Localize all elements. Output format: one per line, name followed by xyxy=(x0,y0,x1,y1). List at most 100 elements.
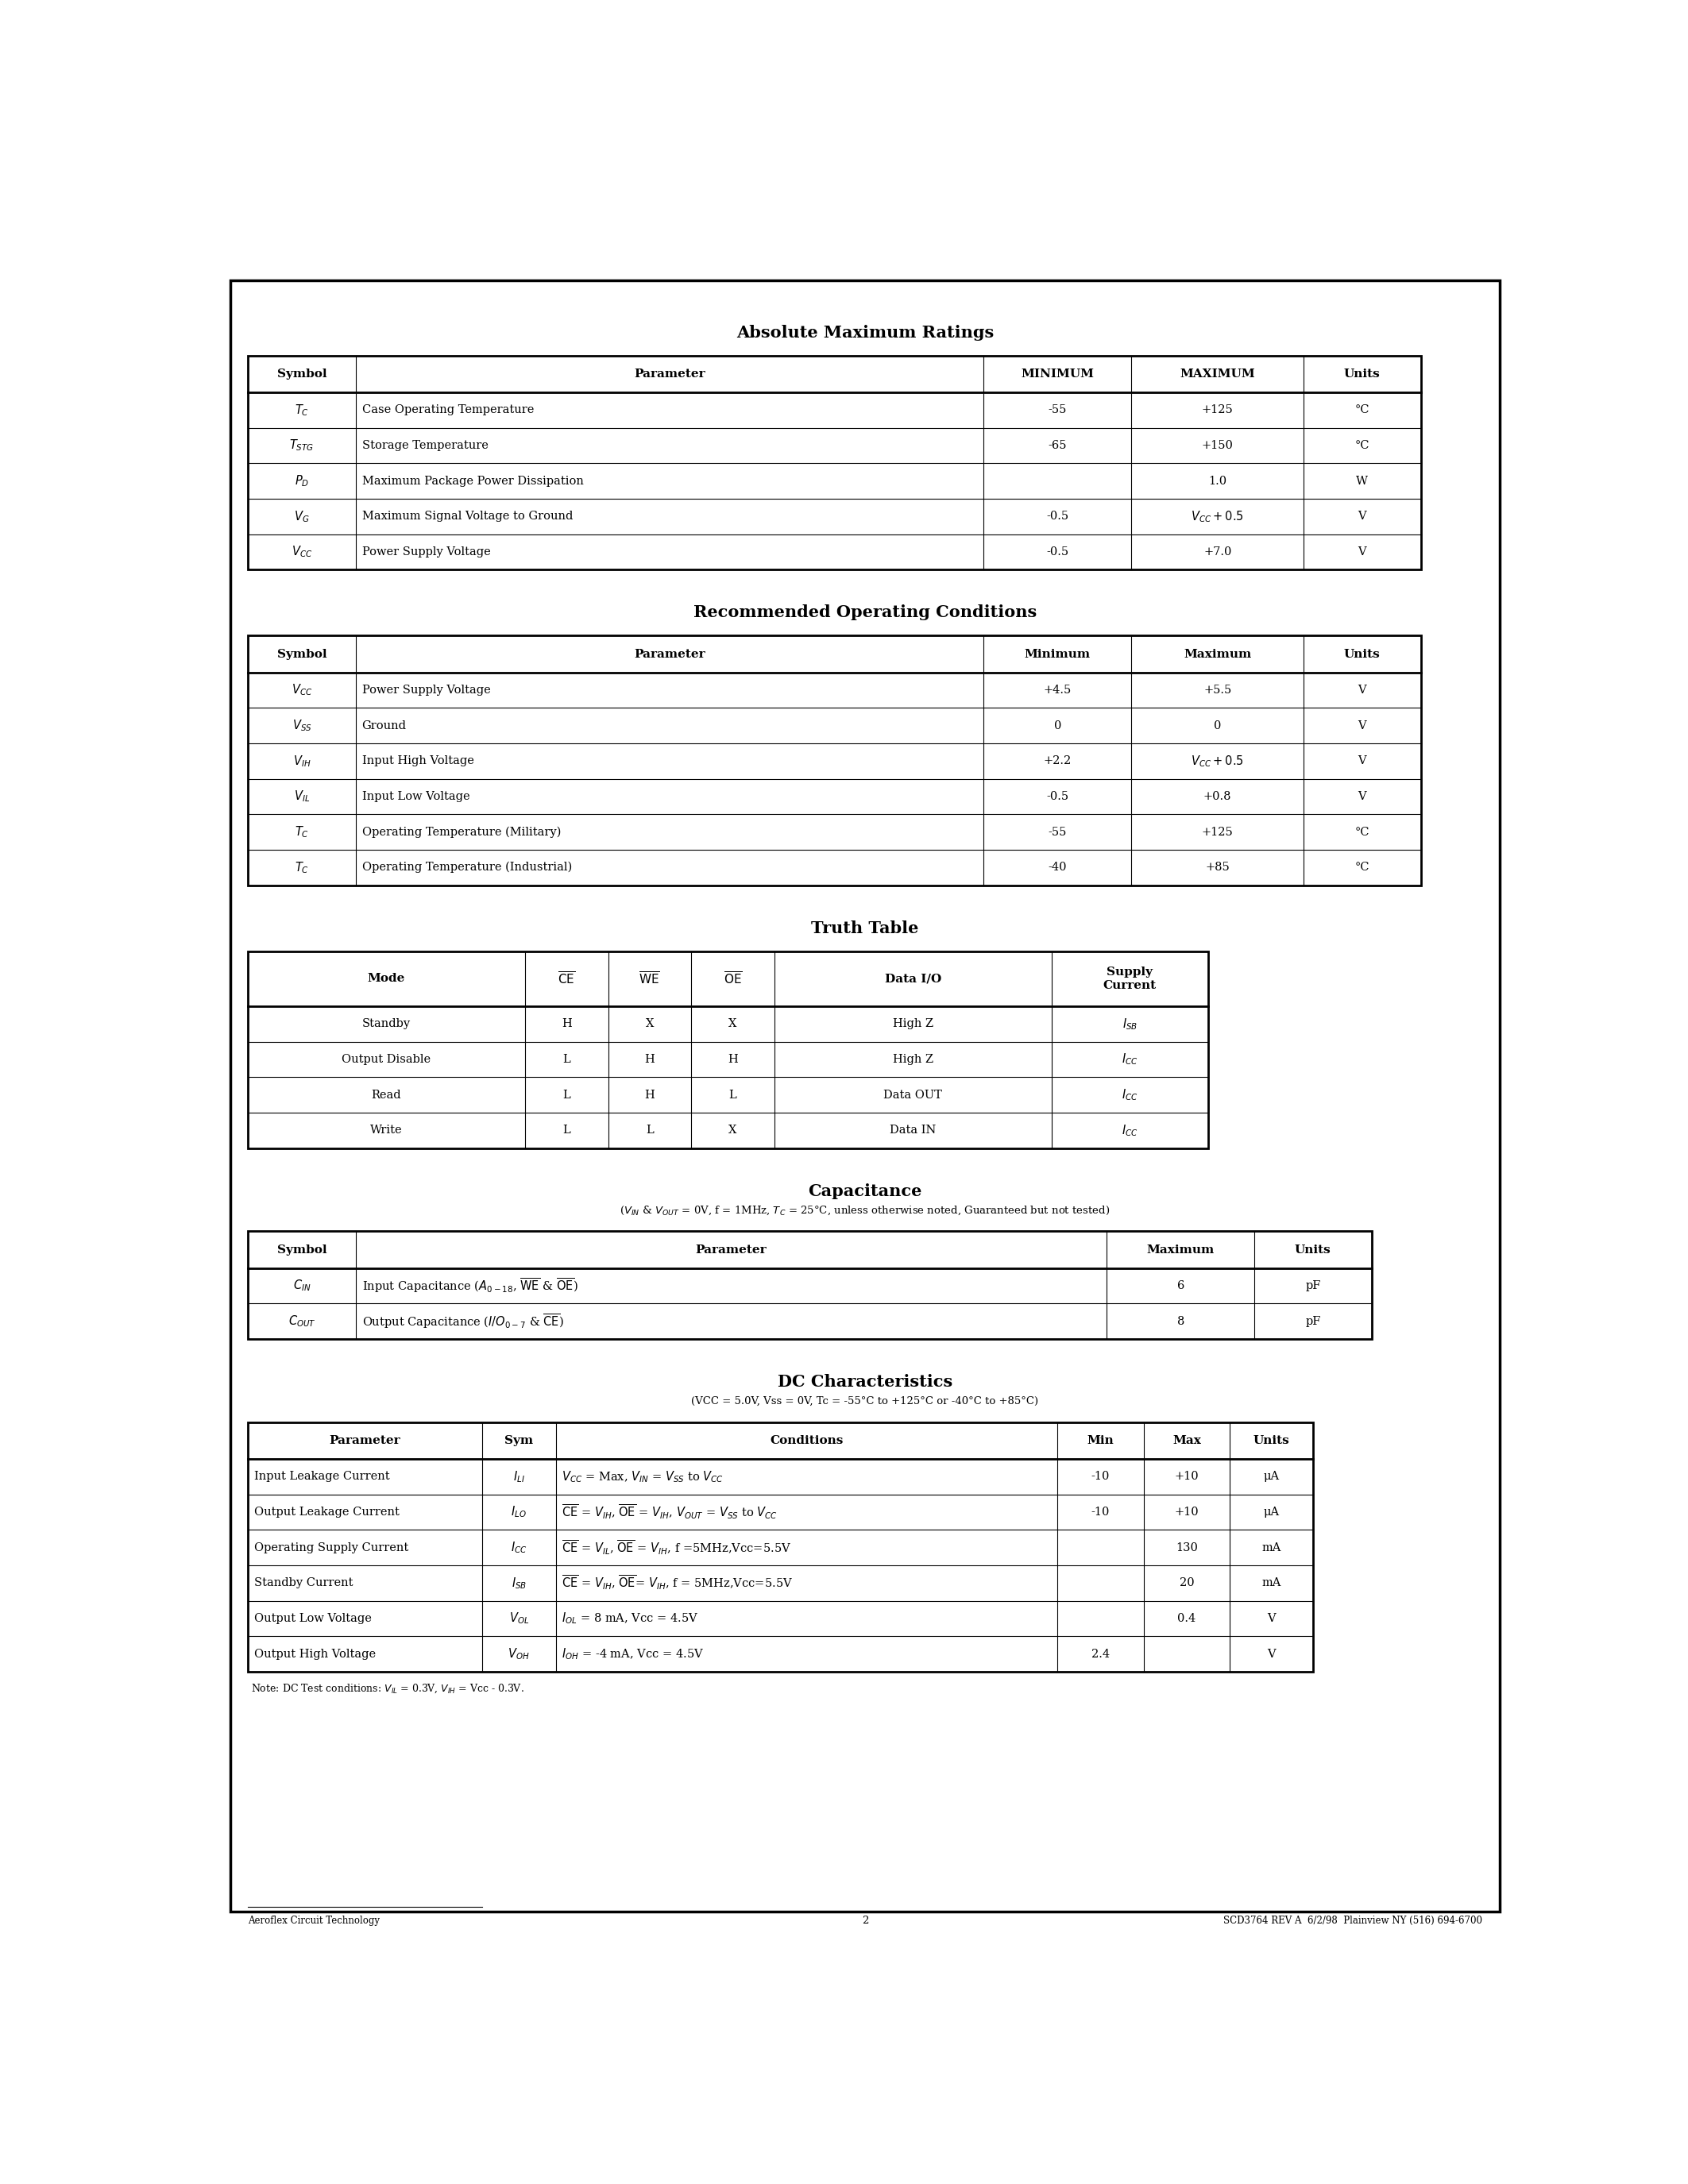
Text: 8: 8 xyxy=(1177,1315,1185,1328)
Text: X: X xyxy=(729,1125,738,1136)
Text: pF: pF xyxy=(1305,1315,1320,1328)
Text: $V_{IH}$: $V_{IH}$ xyxy=(294,753,311,769)
Text: 20: 20 xyxy=(1180,1577,1193,1588)
Text: $V_{OL}$: $V_{OL}$ xyxy=(508,1612,528,1625)
Text: High Z: High Z xyxy=(893,1055,933,1066)
Text: Input Low Voltage: Input Low Voltage xyxy=(361,791,469,802)
Text: Ground: Ground xyxy=(361,721,407,732)
Text: $V_{SS}$: $V_{SS}$ xyxy=(292,719,312,734)
Text: H: H xyxy=(645,1055,655,1066)
Text: $V_{IL}$: $V_{IL}$ xyxy=(294,788,311,804)
Text: mA: mA xyxy=(1261,1577,1281,1588)
Text: Input Leakage Current: Input Leakage Current xyxy=(255,1472,390,1483)
Text: L: L xyxy=(562,1090,571,1101)
Text: V: V xyxy=(1357,721,1367,732)
Text: $C_{OUT}$: $C_{OUT}$ xyxy=(289,1315,316,1328)
Text: +7.0: +7.0 xyxy=(1204,546,1232,557)
Text: $\overline{\rm CE}$ = $V_{IH}$, $\overline{\rm OE}$ = $V_{IH}$, $V_{OUT}$ = $V_{: $\overline{\rm CE}$ = $V_{IH}$, $\overli… xyxy=(562,1503,778,1520)
Text: Standby: Standby xyxy=(363,1018,410,1029)
Text: -10: -10 xyxy=(1090,1472,1111,1483)
Text: Parameter: Parameter xyxy=(695,1245,766,1256)
Text: SCD3764 REV A  6/2/98  Plainview NY (516) 694-6700: SCD3764 REV A 6/2/98 Plainview NY (516) … xyxy=(1224,1915,1482,1926)
Text: $\overline{\rm WE}$: $\overline{\rm WE}$ xyxy=(640,972,660,987)
Text: Output Disable: Output Disable xyxy=(343,1055,430,1066)
Text: DC Characteristics: DC Characteristics xyxy=(778,1374,952,1389)
Text: L: L xyxy=(562,1055,571,1066)
Text: ($V_{IN}$ & $V_{OUT}$ = 0V, f = 1MHz, $T_C$ = 25°C, unless otherwise noted, Guar: ($V_{IN}$ & $V_{OUT}$ = 0V, f = 1MHz, $T… xyxy=(619,1203,1111,1216)
Text: 6: 6 xyxy=(1177,1280,1185,1291)
Text: $I_{OH}$ = -4 mA, Vcc = 4.5V: $I_{OH}$ = -4 mA, Vcc = 4.5V xyxy=(562,1647,704,1662)
Text: $I_{CC}$: $I_{CC}$ xyxy=(1121,1088,1138,1103)
Text: -55: -55 xyxy=(1048,404,1067,415)
Text: $T_{STG}$: $T_{STG}$ xyxy=(289,439,314,452)
Text: -10: -10 xyxy=(1090,1507,1111,1518)
Text: -40: -40 xyxy=(1048,863,1067,874)
Text: mA: mA xyxy=(1261,1542,1281,1553)
Text: +0.8: +0.8 xyxy=(1204,791,1232,802)
Text: Minimum: Minimum xyxy=(1025,649,1090,660)
Text: $I_{CC}$: $I_{CC}$ xyxy=(1121,1053,1138,1068)
Text: Max: Max xyxy=(1173,1435,1202,1446)
Text: $\overline{\rm OE}$: $\overline{\rm OE}$ xyxy=(724,972,743,987)
Text: °C: °C xyxy=(1355,863,1369,874)
Text: 2.4: 2.4 xyxy=(1092,1649,1109,1660)
Text: Maximum Package Power Dissipation: Maximum Package Power Dissipation xyxy=(361,476,584,487)
Text: $I_{CC}$: $I_{CC}$ xyxy=(1121,1123,1138,1138)
Text: $T_C$: $T_C$ xyxy=(295,860,309,876)
Text: V: V xyxy=(1357,684,1367,697)
Text: Input Capacitance ($A_{0-18}$, $\overline{\rm WE}$ & $\overline{\rm OE}$): Input Capacitance ($A_{0-18}$, $\overlin… xyxy=(361,1278,577,1295)
Text: Units: Units xyxy=(1295,1245,1332,1256)
Text: $\overline{\rm CE}$ = $V_{IH}$, $\overline{\rm OE}$= $V_{IH}$, f = 5MHz,Vcc=5.5V: $\overline{\rm CE}$ = $V_{IH}$, $\overli… xyxy=(562,1575,793,1592)
Text: Output Leakage Current: Output Leakage Current xyxy=(255,1507,400,1518)
Text: Output Low Voltage: Output Low Voltage xyxy=(255,1612,371,1625)
Text: X: X xyxy=(645,1018,653,1029)
Text: H: H xyxy=(728,1055,738,1066)
Text: Units: Units xyxy=(1252,1435,1290,1446)
Text: V: V xyxy=(1357,546,1367,557)
Text: Maximum: Maximum xyxy=(1183,649,1251,660)
Text: $V_G$: $V_G$ xyxy=(294,509,309,524)
Text: +125: +125 xyxy=(1202,404,1234,415)
Text: Parameter: Parameter xyxy=(329,1435,400,1446)
Text: Storage Temperature: Storage Temperature xyxy=(361,439,488,452)
Text: Recommended Operating Conditions: Recommended Operating Conditions xyxy=(694,605,1036,620)
Text: Truth Table: Truth Table xyxy=(812,919,918,937)
Text: Parameter: Parameter xyxy=(635,369,706,380)
Text: +10: +10 xyxy=(1175,1507,1198,1518)
Text: Symbol: Symbol xyxy=(277,369,327,380)
Text: Mode: Mode xyxy=(368,974,405,985)
Text: Units: Units xyxy=(1344,369,1381,380)
Text: X: X xyxy=(729,1018,738,1029)
Text: μA: μA xyxy=(1263,1472,1280,1483)
Text: $T_C$: $T_C$ xyxy=(295,826,309,839)
Text: Input High Voltage: Input High Voltage xyxy=(361,756,474,767)
Text: $V_{CC}$ = Max, $V_{IN}$ = $V_{SS}$ to $V_{CC}$: $V_{CC}$ = Max, $V_{IN}$ = $V_{SS}$ to $… xyxy=(562,1470,724,1483)
Text: L: L xyxy=(562,1125,571,1136)
Text: pF: pF xyxy=(1305,1280,1320,1291)
Text: -0.5: -0.5 xyxy=(1047,791,1069,802)
Text: $V_{CC}$: $V_{CC}$ xyxy=(292,544,312,559)
Text: Conditions: Conditions xyxy=(770,1435,844,1446)
Text: V: V xyxy=(1357,791,1367,802)
Text: 0: 0 xyxy=(1214,721,1220,732)
Text: $V_{CC}+0.5$: $V_{CC}+0.5$ xyxy=(1192,509,1244,524)
Text: Power Supply Voltage: Power Supply Voltage xyxy=(361,684,490,697)
Text: H: H xyxy=(562,1018,572,1029)
Text: Units: Units xyxy=(1344,649,1381,660)
Text: $T_C$: $T_C$ xyxy=(295,402,309,417)
Text: Maximum Signal Voltage to Ground: Maximum Signal Voltage to Ground xyxy=(361,511,572,522)
Text: $V_{CC}$: $V_{CC}$ xyxy=(292,684,312,697)
Text: Absolute Maximum Ratings: Absolute Maximum Ratings xyxy=(736,325,994,341)
Text: -0.5: -0.5 xyxy=(1047,546,1069,557)
Text: -65: -65 xyxy=(1048,439,1067,452)
Text: -0.5: -0.5 xyxy=(1047,511,1069,522)
Text: +125: +125 xyxy=(1202,826,1234,839)
Text: L: L xyxy=(647,1125,653,1136)
Text: $V_{CC}+0.5$: $V_{CC}+0.5$ xyxy=(1192,753,1244,769)
Text: $I_{CC}$: $I_{CC}$ xyxy=(511,1540,527,1555)
Text: 0.4: 0.4 xyxy=(1178,1612,1197,1625)
Text: W: W xyxy=(1355,476,1369,487)
Text: Operating Supply Current: Operating Supply Current xyxy=(255,1542,408,1553)
Text: $C_{IN}$: $C_{IN}$ xyxy=(292,1278,311,1293)
Text: Capacitance: Capacitance xyxy=(809,1184,922,1199)
